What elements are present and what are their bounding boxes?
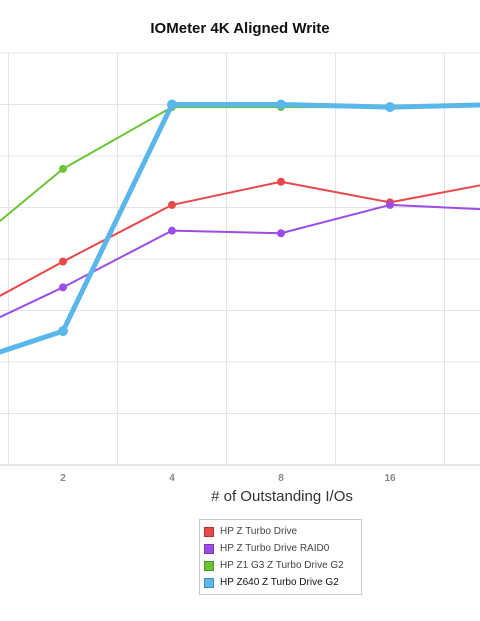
- x-tick-label: 4: [169, 473, 175, 484]
- legend-swatch: [204, 577, 214, 588]
- series-line: [0, 102, 480, 355]
- data-point: [276, 99, 286, 110]
- data-point: [385, 102, 395, 113]
- series-line: [0, 180, 480, 297]
- x-tick-label: 2: [60, 473, 66, 484]
- series-line: [0, 203, 480, 319]
- x-tick-label: 8: [278, 473, 284, 484]
- legend-swatch: [204, 526, 214, 537]
- legend-item[interactable]: HP Z Turbo Drive RAID0: [204, 540, 361, 557]
- data-point: [168, 200, 176, 209]
- grid-layer: [0, 52, 480, 466]
- data-point: [167, 99, 177, 110]
- data-point: [168, 226, 176, 235]
- legend: HP Z Turbo Drive HP Z Turbo Drive RAID0 …: [199, 519, 362, 595]
- data-point: [59, 257, 67, 266]
- x-axis-label: # of Outstanding I/Os: [211, 488, 353, 505]
- data-point: [58, 326, 68, 337]
- legend-label: HP Z Turbo Drive RAID0: [220, 543, 330, 554]
- chart-title: IOMeter 4K Aligned Write: [150, 20, 330, 37]
- legend-item[interactable]: HP Z640 Z Turbo Drive G2: [204, 574, 361, 591]
- legend-swatch: [204, 560, 214, 571]
- series-layer: [0, 99, 480, 355]
- legend-swatch: [204, 543, 214, 554]
- x-tick-label: 16: [384, 473, 396, 484]
- data-point: [59, 164, 67, 173]
- tick-layer: 2 4 8 16: [60, 473, 396, 484]
- data-point: [386, 200, 394, 209]
- legend-label: HP Z1 G3 Z Turbo Drive G2: [220, 560, 344, 571]
- legend-item[interactable]: HP Z1 G3 Z Turbo Drive G2: [204, 557, 361, 574]
- legend-label: HP Z Turbo Drive: [220, 526, 298, 537]
- series-line: [0, 103, 480, 223]
- legend-item[interactable]: HP Z Turbo Drive: [204, 523, 361, 540]
- data-point: [277, 177, 285, 186]
- data-point: [277, 229, 285, 238]
- legend-label: HP Z640 Z Turbo Drive G2: [220, 577, 339, 588]
- data-point: [59, 283, 67, 292]
